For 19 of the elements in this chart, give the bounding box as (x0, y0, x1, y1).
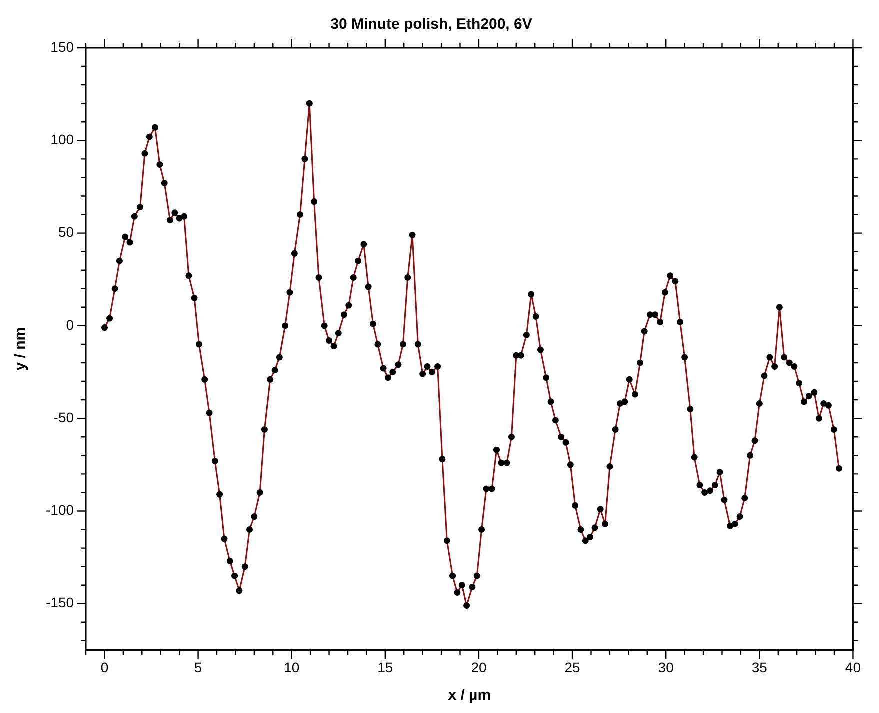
x-tick-label: 35 (752, 659, 768, 676)
x-tick-label: 5 (194, 659, 202, 676)
x-tick-label: 10 (284, 659, 300, 676)
x-tick-label: 30 (658, 659, 674, 676)
y-axis-title: y / nm (12, 327, 30, 371)
y-tick-label: 0 (66, 316, 74, 333)
x-tick-label: 25 (564, 659, 581, 676)
y-tick-label: 50 (58, 224, 74, 240)
y-tick-label: 100 (50, 132, 74, 148)
x-tick-label: 0 (100, 659, 109, 676)
x-tick-label: 15 (378, 659, 394, 676)
x-tick-label: 40 (845, 659, 862, 676)
y-tick-label: -50 (54, 409, 74, 426)
y-tick-label: -100 (46, 502, 74, 518)
chart-title: 30 Minute polish, Eth200, 6V (330, 16, 532, 34)
x-axis-title: x / µm (448, 687, 492, 704)
y-tick-label: -150 (46, 594, 74, 611)
x-tick-label: 20 (471, 659, 487, 676)
y-tick-label: 150 (50, 38, 74, 55)
